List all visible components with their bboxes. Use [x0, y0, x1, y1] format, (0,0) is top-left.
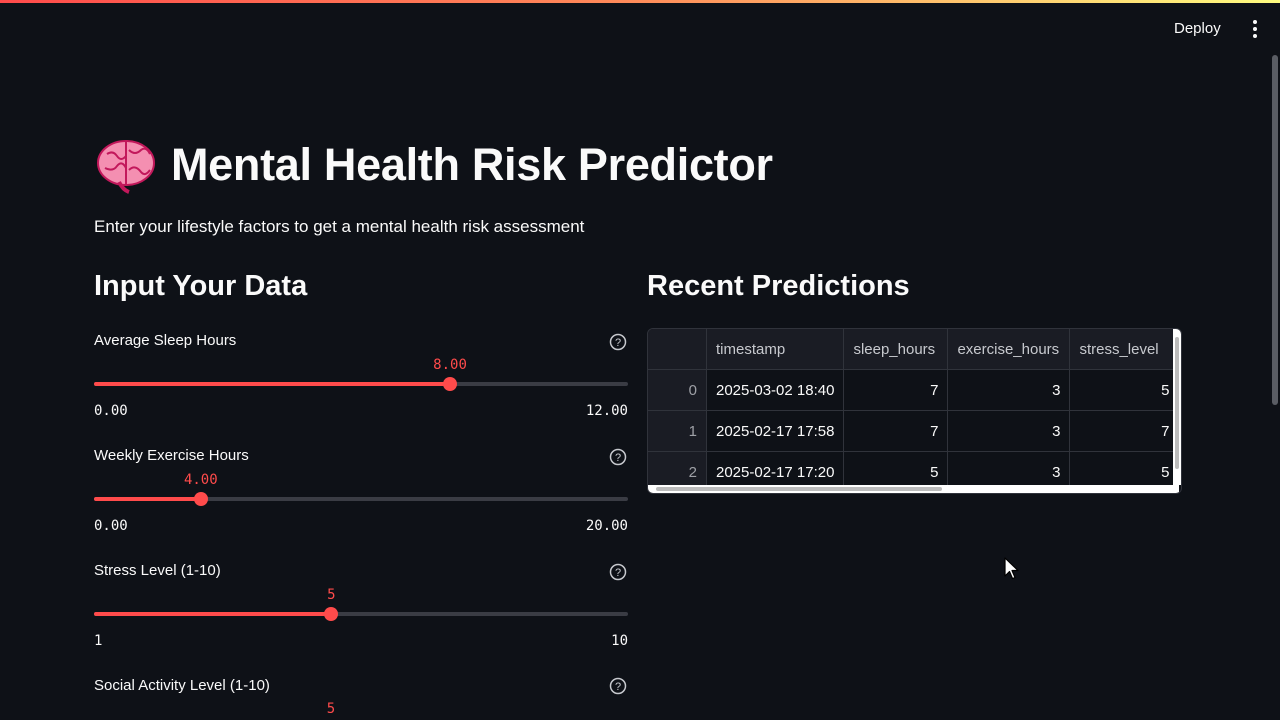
slider-fill	[94, 382, 451, 386]
input-section-heading: Input Your Data	[94, 270, 308, 302]
slider-value-stress: 5	[327, 587, 336, 603]
slider-thumb[interactable]	[443, 377, 458, 391]
slider-value-sleep: 8.00	[433, 357, 467, 373]
slider-sleep[interactable]	[94, 377, 628, 391]
brain-icon	[97, 140, 155, 194]
slider-label-sleep: Average Sleep Hours	[94, 332, 237, 349]
predictions-heading: Recent Predictions	[647, 270, 910, 302]
table-cell[interactable]: 5	[1069, 369, 1180, 411]
svg-text:?: ?	[615, 567, 621, 579]
slider-min: 1	[94, 633, 103, 649]
row-index: 0	[648, 369, 707, 411]
slider-exercise[interactable]	[94, 492, 628, 506]
column-header[interactable]: exercise_hours	[947, 329, 1071, 370]
slider-min: 0.00	[94, 518, 128, 534]
slider-stress[interactable]	[94, 607, 628, 621]
svg-text:?: ?	[615, 337, 621, 349]
row-index: 1	[648, 410, 707, 452]
page-scrollbar[interactable]	[1272, 55, 1278, 405]
slider-label-social: Social Activity Level (1-10)	[94, 677, 270, 694]
table-cell[interactable]: 3	[947, 410, 1071, 452]
column-header[interactable]: timestamp	[706, 329, 845, 370]
table-cell[interactable]: 3	[947, 369, 1071, 411]
slider-value-social: 5	[326, 701, 336, 717]
predictions-table[interactable]: timestamp sleep_hours exercise_hours str…	[647, 328, 1182, 494]
svg-text:?: ?	[615, 452, 621, 464]
page-header: Mental Health Risk Predictor	[95, 130, 773, 200]
deploy-button[interactable]: Deploy	[1174, 20, 1221, 37]
column-header[interactable]	[648, 329, 707, 370]
mouse-cursor-icon	[1004, 557, 1019, 580]
table-row[interactable]: 0 2025-03-02 18:40 7 3 5	[648, 369, 1180, 411]
table-horizontal-scrollbar[interactable]	[648, 485, 1179, 493]
table-row[interactable]: 1 2025-02-17 17:58 7 3 7	[648, 410, 1180, 452]
page-title: Mental Health Risk Predictor	[171, 139, 773, 190]
slider-thumb[interactable]	[193, 492, 208, 506]
table-cell[interactable]: 7	[843, 410, 949, 452]
slider-value-exercise: 4.00	[183, 472, 218, 488]
help-icon[interactable]: ?	[609, 448, 627, 466]
slider-min: 0.00	[94, 403, 128, 419]
table-vertical-scrollbar[interactable]	[1173, 329, 1181, 485]
table-cell[interactable]: 2025-02-17 17:58	[706, 410, 845, 452]
column-header[interactable]: sleep_hours	[843, 329, 949, 370]
help-icon[interactable]: ?	[609, 677, 627, 695]
slider-label-stress: Stress Level (1-10)	[94, 562, 221, 579]
slider-fill	[94, 612, 332, 616]
top-decoration-bar	[0, 0, 1280, 3]
help-icon[interactable]: ?	[609, 563, 627, 581]
slider-thumb[interactable]	[324, 607, 339, 621]
svg-text:?: ?	[615, 681, 621, 693]
table-cell[interactable]: 7	[1069, 410, 1180, 452]
slider-max: 20.00	[585, 518, 628, 534]
slider-max: 10	[611, 633, 628, 649]
column-header[interactable]: stress_level	[1069, 329, 1180, 370]
page-subtitle: Enter your lifestyle factors to get a me…	[94, 217, 585, 236]
kebab-menu-icon[interactable]	[1245, 17, 1265, 41]
slider-fill	[94, 497, 201, 501]
slider-label-exercise: Weekly Exercise Hours	[94, 447, 249, 464]
table-cell[interactable]: 7	[843, 369, 949, 411]
help-icon[interactable]: ?	[609, 333, 627, 351]
slider-max: 12.00	[585, 403, 628, 419]
table-cell[interactable]: 2025-03-02 18:40	[706, 369, 845, 411]
table-header-row: timestamp sleep_hours exercise_hours str…	[648, 329, 1180, 370]
